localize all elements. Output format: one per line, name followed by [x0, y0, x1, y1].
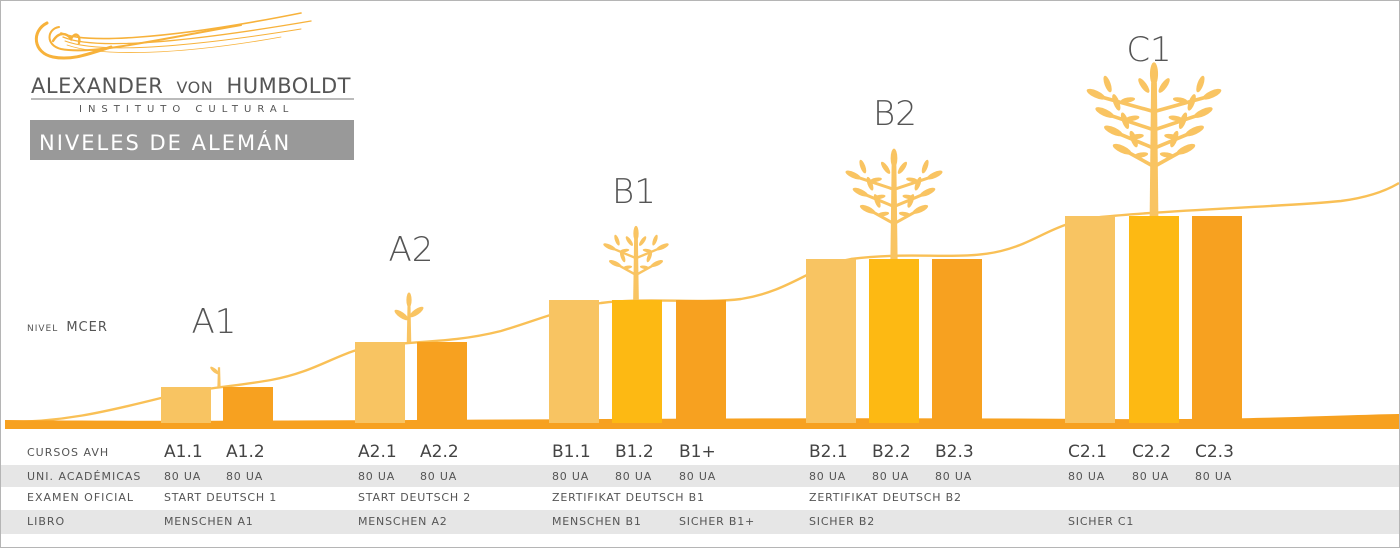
course-name-b2-3: B2.3	[935, 442, 974, 462]
course-name-a1-1: A1.1	[164, 442, 203, 462]
course-bars	[161, 216, 1242, 423]
course-units-c2-2: 80 UA	[1132, 470, 1169, 483]
level-label-b2: B2	[873, 94, 917, 134]
exam-cell: ZERTIFIKAT DEUTSCH B2	[809, 491, 962, 504]
exam-cell: START DEUTSCH 1	[164, 491, 277, 504]
course-units-b2-3: 80 UA	[935, 470, 972, 483]
tree-b2-icon	[845, 148, 943, 259]
course-bar-b2-2	[869, 259, 919, 423]
nivel-mcer-label: NIVEL MCER	[27, 316, 108, 335]
course-bar-b1-	[676, 300, 726, 423]
logo-name: ALEXANDER VON HUMBOLDT	[31, 74, 351, 98]
tree-b1-icon	[603, 225, 669, 300]
course-units-b1-2: 80 UA	[615, 470, 652, 483]
row-label-book: LIBRO	[27, 515, 65, 528]
course-name-c2-1: C2.1	[1068, 442, 1107, 462]
course-bar-a2-2	[417, 342, 467, 423]
course-bar-c2-3	[1192, 216, 1242, 423]
tree-a1-icon	[210, 366, 221, 387]
nivel-suffix: MCER	[66, 320, 108, 335]
course-units-b1-: 80 UA	[679, 470, 716, 483]
course-units-c2-1: 80 UA	[1068, 470, 1105, 483]
nivel-prefix: NIVEL	[27, 324, 58, 334]
course-bar-b1-2	[612, 300, 662, 423]
logo-subtitle: INSTITUTO CULTURAL	[79, 104, 294, 115]
book-cell: SICHER B2	[809, 515, 875, 528]
level-label-b1: B1	[612, 172, 656, 212]
logo-name-von: VON	[177, 78, 214, 97]
course-name-b1-2: B1.2	[615, 442, 654, 462]
course-name-c2-2: C2.2	[1132, 442, 1171, 462]
tree-a2-icon	[394, 292, 424, 342]
page-title: NIVELES DE ALEMÁN	[39, 130, 291, 155]
course-bar-b1-1	[549, 300, 599, 423]
course-name-b2-2: B2.2	[872, 442, 911, 462]
level-labels: A1 A2 B1 B2 C1	[192, 30, 1172, 342]
row-label-courses: CURSOS AVH	[27, 446, 109, 459]
row-bg-units	[1, 465, 1399, 487]
course-name-c2-3: C2.3	[1195, 442, 1234, 462]
course-units-a1-2: 80 UA	[226, 470, 263, 483]
tree-c1-icon	[1086, 62, 1222, 216]
level-label-c1: C1	[1126, 30, 1171, 70]
badge-background	[30, 120, 354, 160]
course-units-b2-1: 80 UA	[809, 470, 846, 483]
logo-name-last: HUMBOLDT	[226, 74, 351, 98]
exam-cell: START DEUTSCH 2	[358, 491, 471, 504]
logo-swoosh-icon	[35, 12, 312, 60]
course-bar-a2-1	[355, 342, 405, 423]
course-units-c2-3: 80 UA	[1195, 470, 1232, 483]
course-name-a1-2: A1.2	[226, 442, 265, 462]
level-trees	[210, 62, 1222, 387]
course-units-a2-1: 80 UA	[358, 470, 395, 483]
book-cell: SICHER B1+	[679, 515, 755, 528]
book-cell: MENSCHEN A2	[358, 515, 448, 528]
book-cell: MENSCHEN A1	[164, 515, 254, 528]
row-label-exam: EXAMEN OFICIAL	[27, 491, 134, 504]
course-name-b2-1: B2.1	[809, 442, 848, 462]
logo: ALEXANDER VON HUMBOLDT INSTITUTO CULTURA…	[30, 12, 354, 160]
course-name-a2-2: A2.2	[420, 442, 459, 462]
course-bar-a1-2	[223, 387, 273, 423]
course-bar-c2-2	[1129, 216, 1179, 423]
book-cell: SICHER C1	[1068, 515, 1134, 528]
course-name-b1-1: B1.1	[552, 442, 591, 462]
course-units-b1-1: 80 UA	[552, 470, 589, 483]
course-units-b2-2: 80 UA	[872, 470, 909, 483]
course-units-a2-2: 80 UA	[420, 470, 457, 483]
level-label-a1: A1	[192, 302, 237, 342]
course-bar-a1-1	[161, 387, 211, 423]
exam-cell: ZERTIFIKAT DEUTSCH B1	[552, 491, 705, 504]
course-bar-b2-1	[806, 259, 856, 423]
book-cell: MENSCHEN B1	[552, 515, 642, 528]
course-name-a2-1: A2.1	[358, 442, 397, 462]
course-units-a1-1: 80 UA	[164, 470, 201, 483]
row-label-units: UNI. ACADÉMICAS	[27, 470, 141, 483]
level-label-a2: A2	[389, 230, 434, 270]
course-name-b1-: B1+	[679, 442, 716, 462]
course-bar-b2-3	[932, 259, 982, 423]
table-cells: A1.1 80 UA A1.2 80 UA A2.1 80 UA A2.2 80 UA B1.1…	[164, 442, 1234, 528]
logo-name-first: ALEXANDER	[31, 74, 163, 98]
row-bg-books	[1, 510, 1399, 534]
course-bar-c2-1	[1065, 216, 1115, 423]
